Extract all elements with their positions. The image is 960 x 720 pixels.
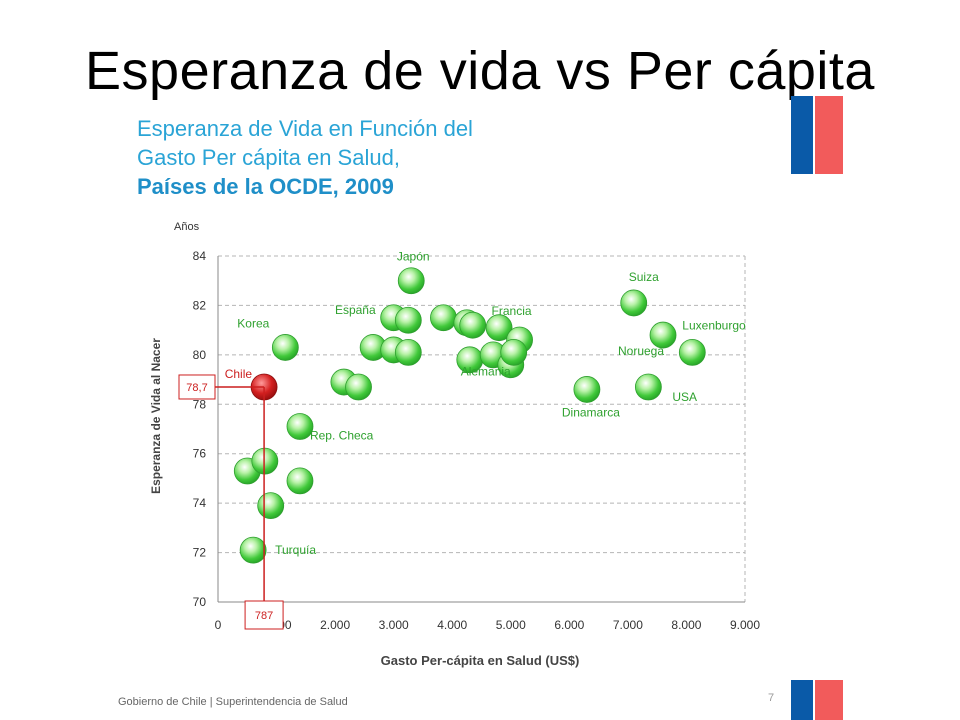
data-point (678, 338, 706, 366)
data-point (485, 314, 513, 342)
y-tick-label: 70 (193, 595, 207, 609)
point-label: Luxenburgo (682, 318, 746, 332)
y-tick-label: 84 (193, 249, 207, 263)
x-tick-label: 0 (215, 618, 222, 632)
y-tick-label: 78 (193, 397, 207, 411)
data-point (459, 311, 487, 339)
highlight-x-tag-box (244, 600, 284, 630)
x-tick-label: 6.000 (554, 618, 584, 632)
data-point (430, 304, 457, 332)
y-tick-label: 72 (193, 546, 207, 560)
data-point (286, 467, 314, 495)
y-tick-label: 76 (193, 447, 207, 461)
y-tick-label: 82 (193, 298, 207, 312)
point-label: Noruega (618, 344, 664, 358)
data-point (620, 289, 648, 317)
chart-title-bold: Países de la OCDE, 2009 (137, 174, 394, 199)
x-tick-label: 8.000 (671, 618, 701, 632)
data-point (394, 338, 422, 366)
data-point (257, 492, 285, 520)
point-label: Suiza (629, 270, 659, 284)
x-tick-label: 9.000 (730, 618, 760, 632)
data-point (239, 536, 267, 564)
chart-title-line-2: Gasto Per cápita en Salud, (137, 145, 400, 170)
highlight-label: Chile (225, 367, 253, 381)
point-label: Rep. Checa (310, 429, 374, 443)
point-label: Turquía (275, 543, 316, 557)
data-point (345, 373, 372, 401)
chart-heading: Esperanza de Vida en Función del Gasto P… (137, 114, 473, 201)
data-point (251, 447, 279, 475)
highlight-y-tag: 78,7 (186, 382, 207, 394)
point-label: España (335, 303, 376, 317)
chile-flag-icon (791, 96, 843, 174)
data-point (394, 306, 422, 334)
data-point (286, 413, 314, 440)
data-point (649, 321, 677, 349)
highlight-y-tag-box (178, 374, 216, 400)
highlight-x-tag: 787 (255, 610, 273, 622)
data-point (397, 267, 425, 295)
data-point (500, 338, 528, 366)
x-tick-label: 3.000 (379, 618, 409, 632)
x-axis-title: Gasto Per-cápita en Salud (US$) (381, 653, 580, 668)
page-number: 7 (768, 692, 775, 704)
chile-flag-bottom-icon (791, 680, 843, 720)
x-tick-label: 4.000 (437, 618, 467, 632)
y-tick-label: 74 (193, 496, 207, 510)
point-label: Francia (492, 304, 532, 318)
y-axis-title: Esperanza de Vida al Nacer (149, 338, 163, 494)
y-unit-label: Años (174, 221, 200, 233)
slide-title: Esperanza de vida vs Per cápita (85, 41, 875, 101)
data-point (634, 373, 662, 401)
x-tick-label: 5.000 (496, 618, 526, 632)
data-point (573, 376, 601, 403)
point-label: Dinamarca (562, 405, 620, 419)
x-tick-label: 7.000 (613, 618, 643, 632)
chart-title-line-1: Esperanza de Vida en Función del (137, 116, 473, 141)
point-label: Japón (397, 250, 430, 264)
point-label: Korea (237, 316, 269, 330)
data-point (271, 334, 299, 361)
footer-text: Gobierno de Chile | Superintendencia de … (118, 696, 348, 708)
y-tick-label: 80 (193, 348, 207, 362)
point-label: Alemania (461, 364, 511, 378)
x-tick-label: 2.000 (320, 618, 350, 632)
point-label: USA (672, 390, 697, 404)
